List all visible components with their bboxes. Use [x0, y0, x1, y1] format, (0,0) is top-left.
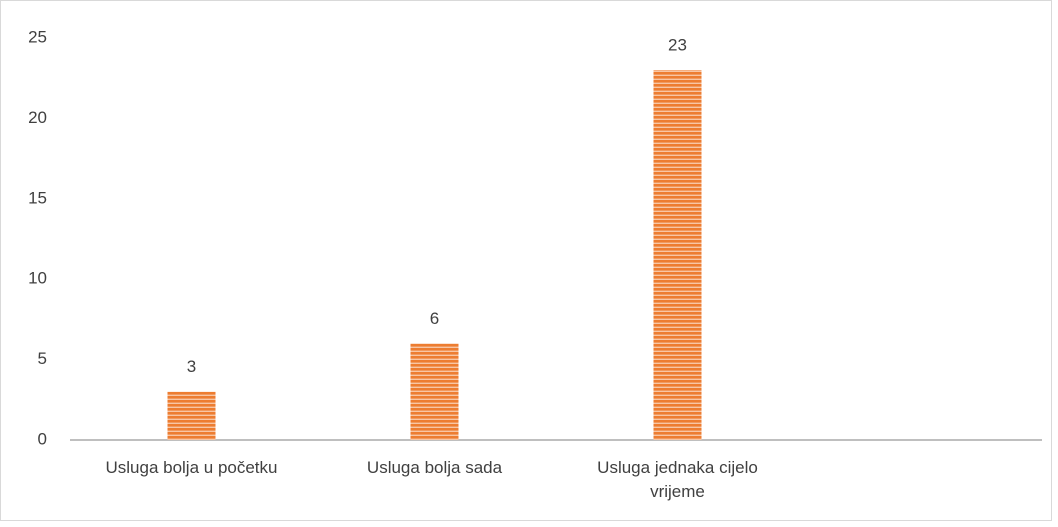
data-label: 3: [187, 357, 196, 376]
x-tick-label: Usluga bolja u početku: [105, 458, 278, 477]
x-tick-label: Usluga jednaka cijelo vrijeme: [597, 458, 758, 501]
y-tick-label: 20: [28, 108, 47, 127]
x-tick-label: Usluga bolja sada: [366, 458, 503, 477]
data-label: 23: [668, 36, 687, 55]
y-tick-label: 5: [38, 349, 47, 368]
bar: [167, 391, 216, 440]
y-tick-label: 25: [28, 27, 47, 46]
y-tick-label: 10: [28, 269, 47, 288]
bar: [653, 70, 702, 440]
bar: [410, 343, 459, 440]
data-label: 6: [430, 309, 439, 328]
y-tick-label: 15: [28, 188, 47, 207]
y-tick-label: 0: [38, 429, 47, 448]
